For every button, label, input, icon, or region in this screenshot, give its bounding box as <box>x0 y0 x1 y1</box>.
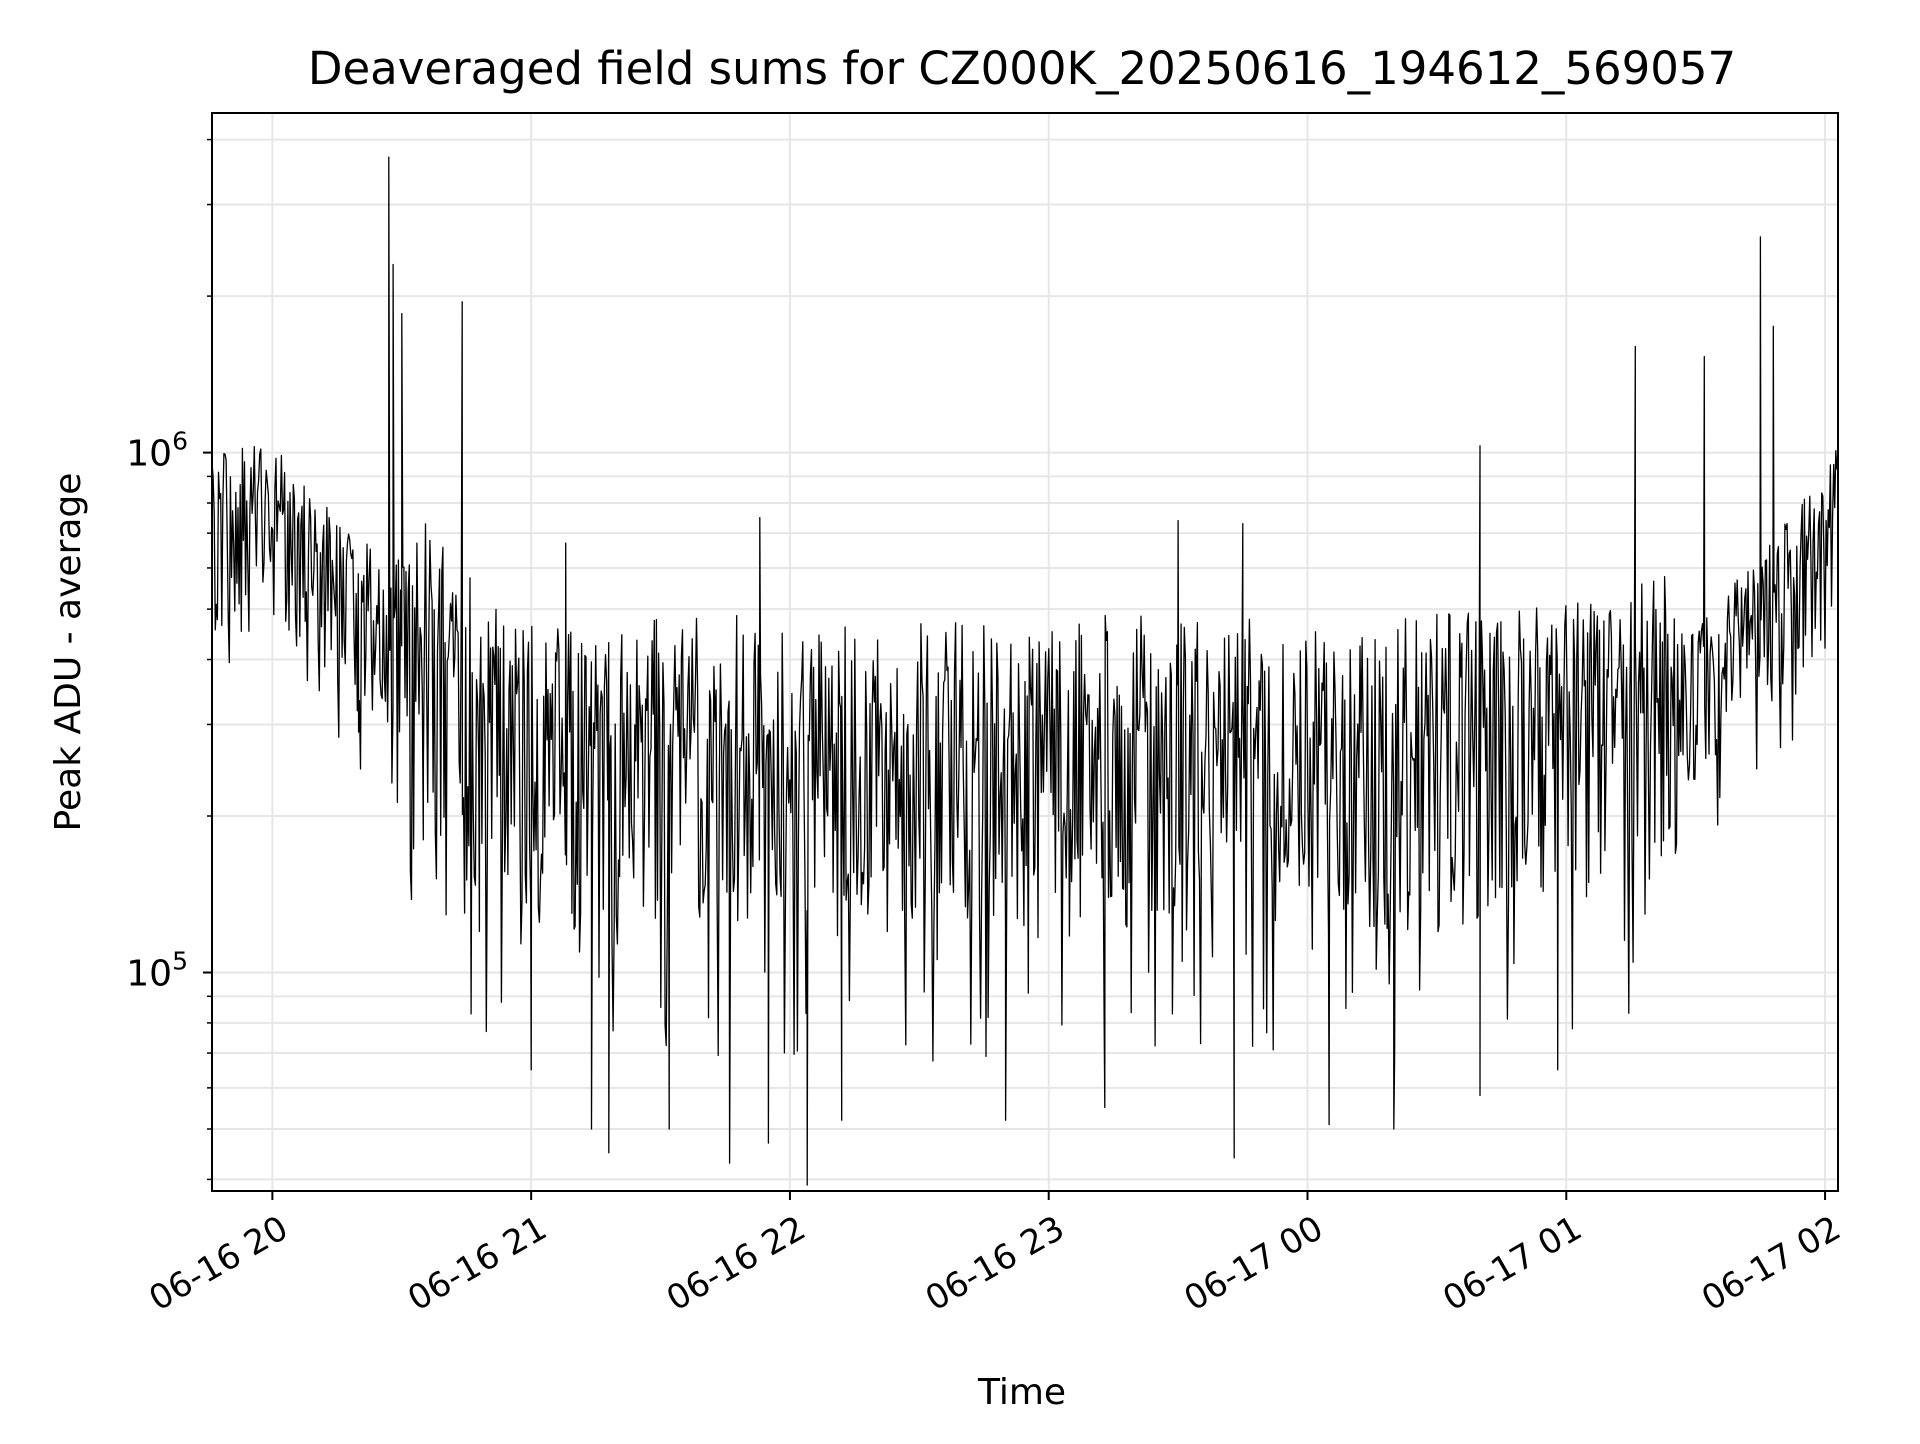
y-axis-label: Peak ADU - average <box>48 473 89 832</box>
series-line <box>211 156 1839 1186</box>
chart-title: Deaveraged field sums for CZ000K_2025061… <box>308 42 1736 95</box>
y-tick-label: 105 <box>126 947 188 995</box>
x-axis-label: Time <box>977 1372 1066 1413</box>
y-tick-label: 106 <box>126 427 188 475</box>
data-layer <box>211 156 1839 1186</box>
grid-layer <box>212 113 1838 1191</box>
plot-frame <box>211 112 1839 1192</box>
